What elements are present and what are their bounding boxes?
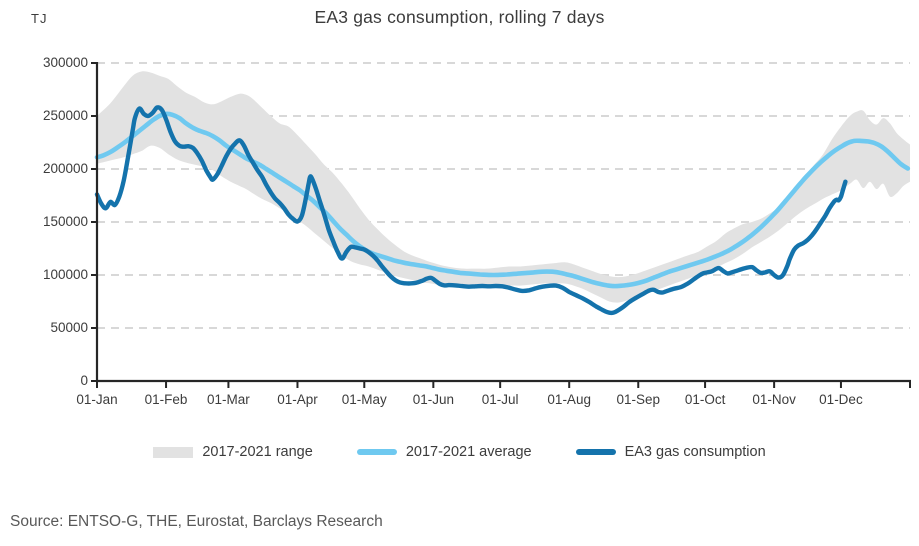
x-tick-label: 01-Mar xyxy=(207,392,250,407)
legend: 2017-2021 range 2017-2021 average EA3 ga… xyxy=(0,440,919,464)
range-band-swatch xyxy=(153,446,194,458)
x-tick-label: 01-Oct xyxy=(684,392,726,407)
x-tick-label: 01-Apr xyxy=(277,392,318,407)
x-tick-label: 01-Jul xyxy=(481,392,519,407)
legend-item-consumption: EA3 gas consumption xyxy=(575,444,766,460)
y-tick-label: 50000 xyxy=(50,319,88,335)
consumption-line-swatch xyxy=(575,449,616,455)
x-tick-label: 01-Jun xyxy=(412,392,454,407)
x-tick-label: 01-Sep xyxy=(616,392,661,407)
legend-item-range: 2017-2021 range xyxy=(153,444,313,460)
y-tick-label: 200000 xyxy=(42,160,88,176)
x-tick-label: 01-Dec xyxy=(819,392,863,407)
y-tick-label: 150000 xyxy=(42,213,88,229)
x-tick-label: 01-May xyxy=(341,392,387,407)
x-tick-label: 01-Feb xyxy=(144,392,188,407)
y-axis-unit-label: TJ xyxy=(31,11,48,26)
legend-label-consumption: EA3 gas consumption xyxy=(624,444,766,460)
y-tick-label: 0 xyxy=(80,372,88,388)
x-tick-label: 01-Aug xyxy=(547,392,591,407)
legend-item-average: 2017-2021 average xyxy=(356,444,532,460)
legend-label-range: 2017-2021 range xyxy=(202,444,313,460)
x-tick-label: 01-Jan xyxy=(76,392,118,407)
legend-label-average: 2017-2021 average xyxy=(405,444,532,460)
y-tick-label: 250000 xyxy=(42,107,88,123)
chart-title: EA3 gas consumption, rolling 7 days xyxy=(314,7,605,27)
plot-area xyxy=(91,62,911,388)
range-band xyxy=(97,71,910,303)
y-tick-label: 100000 xyxy=(42,266,88,282)
source-note: Source: ENTSO-G, THE, Eurostat, Barclays… xyxy=(10,513,383,530)
average-line xyxy=(94,111,911,289)
average-line-swatch xyxy=(356,449,397,455)
x-tick-label: 01-Nov xyxy=(752,392,796,407)
consumption-line xyxy=(94,105,848,316)
y-tick-label: 300000 xyxy=(42,54,88,70)
